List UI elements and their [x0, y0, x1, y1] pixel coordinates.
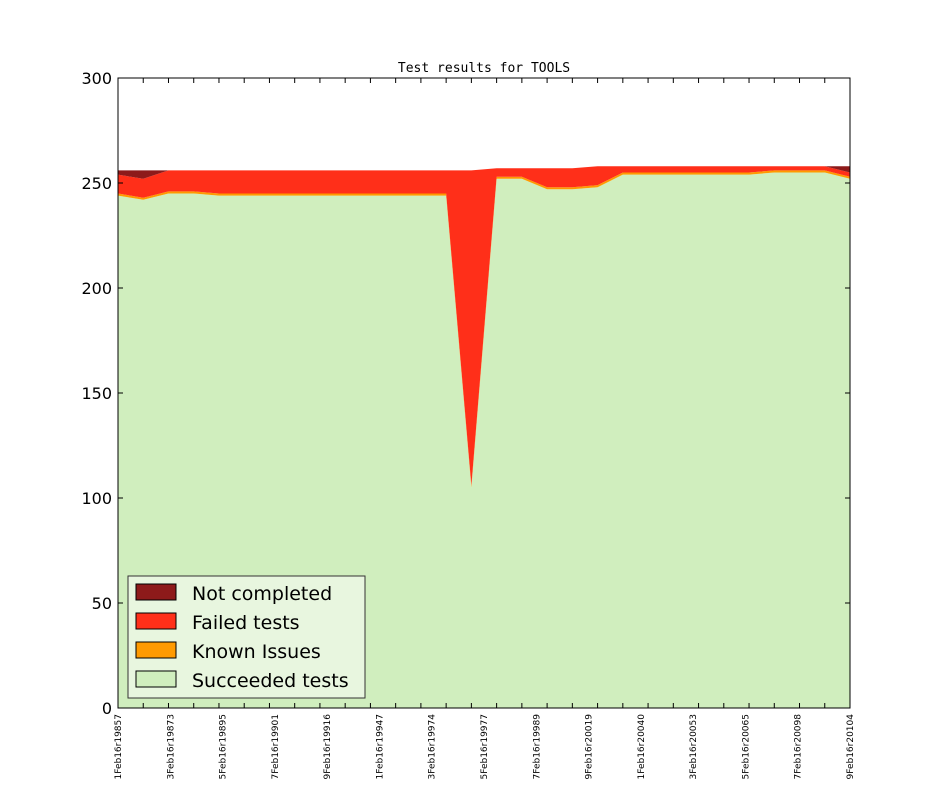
legend: Not completed Failed tests Known Issues Suc… [127, 575, 366, 699]
y-tick-label: 200 [81, 279, 112, 298]
x-tick-label: 9Feb16r20019 [585, 714, 595, 780]
x-tick-label: 5Feb16r19977 [480, 714, 490, 779]
y-tick-label: 150 [81, 384, 112, 403]
x-tick-label: 3Feb16r20053 [689, 714, 699, 779]
area-series-0 [118, 172, 850, 708]
x-tick-label: 5Feb16r19895 [219, 714, 229, 779]
y-tick-label: 300 [81, 69, 112, 88]
x-tick-label: 5Feb16r20065 [741, 714, 751, 779]
x-tick-label: 7Feb16r20098 [794, 714, 804, 780]
legend-label: Not completed [192, 583, 332, 605]
x-axis: 1Feb16r19857 3Feb16r19873 5Feb16r19895 7Feb… [114, 78, 856, 779]
legend-swatch [135, 583, 177, 601]
x-tick-label: 3Feb16r19873 [166, 714, 176, 779]
chart-title: Test results for TOOLS [398, 61, 570, 76]
y-tick-label: 250 [81, 174, 112, 193]
x-tick-label: 7Feb16r19901 [271, 714, 281, 779]
x-tick-label: 1Feb16r19857 [114, 714, 124, 779]
legend-swatch [135, 641, 177, 659]
x-tick-label: 1Feb16r19947 [375, 714, 385, 779]
legend-swatch [135, 612, 177, 630]
x-tick-label: 9Feb16r19916 [323, 714, 333, 780]
area-layers [118, 166, 850, 708]
x-tick-label: 9Feb16r20104 [846, 714, 856, 780]
y-tick-label: 0 [102, 699, 112, 718]
y-tick-label: 100 [81, 489, 112, 508]
x-tick-label: 7Feb16r19989 [532, 714, 542, 780]
x-tick-label: 1Feb16r20040 [637, 714, 647, 780]
legend-label: Known Issues [192, 641, 321, 663]
area-series-2 [118, 166, 850, 486]
legend-label: Failed tests [192, 612, 300, 634]
x-tick-label: 3Feb16r19974 [428, 714, 438, 780]
legend-swatch [135, 670, 177, 688]
y-tick-label: 50 [92, 594, 112, 613]
y-axis: 0 50 100 150 200 250 300 [81, 69, 850, 718]
legend-label: Succeeded tests [192, 670, 349, 692]
